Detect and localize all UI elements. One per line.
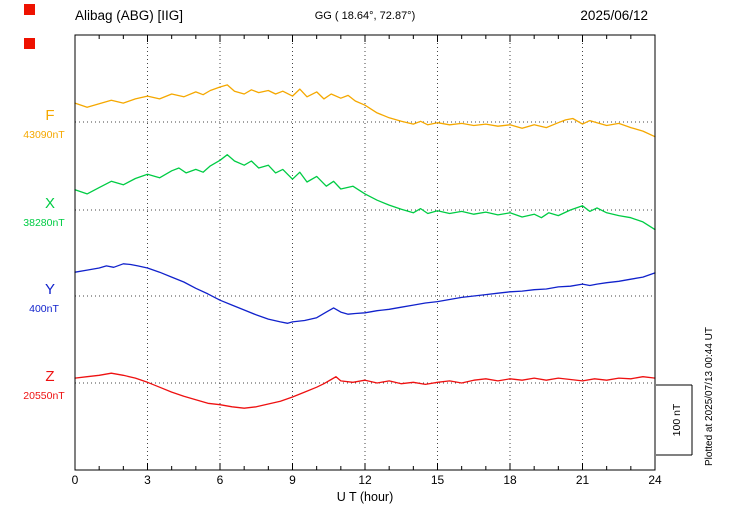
component-baseline-value-X: 38280nT	[23, 217, 65, 229]
grid-lines	[75, 35, 655, 470]
component-baseline-value-Z: 20550nT	[23, 390, 65, 402]
red-marker-icon	[24, 4, 35, 15]
scale-bar-label: 100 nT	[671, 403, 683, 436]
series-Y	[74, 263, 656, 324]
axis-ticks	[74, 35, 656, 470]
red-marker-icon	[24, 38, 35, 49]
geographic-coords: GG ( 18.64°, 72.87°)	[315, 10, 416, 22]
x-axis-label: U T (hour)	[337, 490, 394, 504]
x-tick-labels: 0 3 6 9 12 15 18 21 24	[72, 473, 662, 487]
plotted-at-note: Plotted at 2025/07/13 00:44 UT	[704, 327, 715, 466]
component-baseline-value-Y: 400nT	[29, 303, 59, 315]
component-labels: F 43090nT X 38280nT Y 400nT Z 20550nT	[23, 107, 65, 402]
date-label: 2025/06/12	[580, 8, 648, 23]
series-X	[74, 154, 656, 231]
series-F	[74, 84, 656, 138]
station-title: Alibag (ABG) [IIG]	[75, 8, 183, 23]
component-letter-Y: Y	[45, 281, 55, 298]
plot-frame	[74, 34, 656, 471]
x-tick-label: 21	[576, 473, 590, 487]
x-tick-label: 6	[217, 473, 224, 487]
component-letter-X: X	[45, 195, 55, 212]
x-tick-label: 12	[358, 473, 372, 487]
series-Z	[74, 372, 656, 409]
x-tick-label: 3	[144, 473, 151, 487]
x-tick-label: 15	[431, 473, 445, 487]
component-letter-F: F	[45, 107, 54, 124]
component-baseline-value-F: 43090nT	[23, 129, 65, 141]
x-tick-label: 0	[72, 473, 79, 487]
x-tick-label: 18	[503, 473, 517, 487]
data-series	[74, 84, 656, 409]
component-letter-Z: Z	[45, 368, 54, 385]
x-tick-label: 24	[648, 473, 662, 487]
x-tick-label: 9	[289, 473, 296, 487]
